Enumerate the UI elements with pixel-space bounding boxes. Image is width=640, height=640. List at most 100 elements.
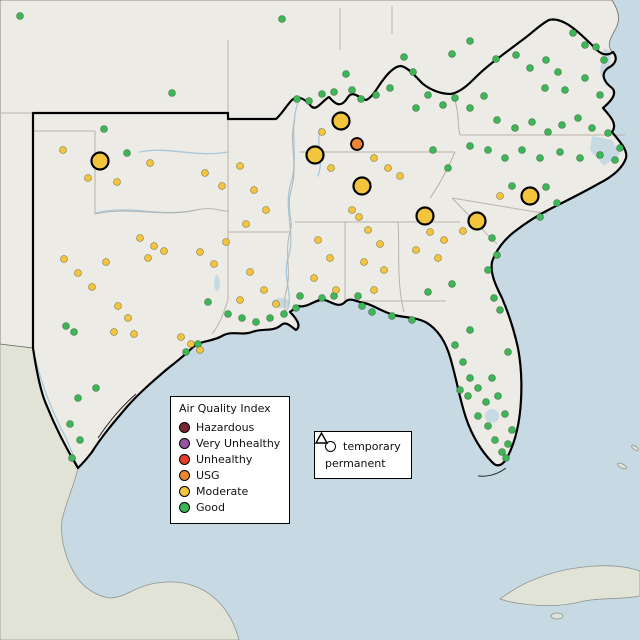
marker-type-row-temporary: temporary [325,438,401,455]
station-marker-good [553,199,561,207]
station-marker-moderate [364,226,372,234]
station-marker-good [492,55,500,63]
station-marker-moderate [305,145,325,165]
aqi-legend-item-good: Good [179,499,280,515]
station-marker-good [464,392,472,400]
rio-grande-river [32,347,79,469]
station-marker-good [252,318,260,326]
station-marker-good [484,266,492,274]
station-marker-moderate [262,206,270,214]
station-marker-moderate [348,206,356,214]
aqi-category-label: Very Unhealthy [196,436,281,450]
station-marker-good [238,314,246,322]
permanent-label: permanent [325,457,386,470]
station-marker-moderate [467,211,487,231]
station-marker-good [68,454,76,462]
station-marker-good [412,104,420,112]
station-marker-usg [350,137,364,151]
station-marker-moderate [272,300,280,308]
station-marker-moderate [310,274,318,282]
station-marker-moderate [160,247,168,255]
station-marker-moderate [376,240,384,248]
station-marker-moderate [210,260,218,268]
station-marker-good [459,358,467,366]
station-marker-good [542,183,550,191]
station-marker-good [466,374,474,382]
bahamas-island [617,462,627,470]
station-marker-moderate [150,242,158,250]
station-marker-good [536,213,544,221]
temporary-label: temporary [343,440,401,453]
aqi-swatch-icon [179,453,190,465]
station-marker-good [357,95,365,103]
station-marker-moderate [130,330,138,338]
station-marker-good [66,420,74,428]
station-marker-moderate [144,254,152,262]
station-marker-good [342,70,350,78]
station-marker-good [448,280,456,288]
station-marker-moderate [412,246,420,254]
station-marker-good [76,436,84,444]
station-marker-good [330,88,338,96]
station-marker-good [596,91,604,99]
station-marker-good [488,374,496,382]
station-marker-good [511,124,519,132]
station-marker-moderate [124,314,132,322]
station-marker-good [424,91,432,99]
station-marker-good [466,142,474,150]
station-marker-good [491,436,499,444]
station-marker-moderate [136,234,144,242]
florida-keys [477,467,507,477]
station-marker-moderate [110,328,118,336]
station-marker-moderate [201,169,209,177]
station-marker-good [518,146,526,154]
station-marker-moderate [384,164,392,172]
station-marker-moderate [90,151,110,171]
station-marker-good [504,348,512,356]
isle-of-youth [550,612,564,620]
station-marker-good [558,121,566,129]
toledo-bend-reservoir [214,275,220,291]
aqi-swatch-icon [179,421,190,433]
stations-layer [16,12,624,462]
station-marker-good [182,348,190,356]
aqi-swatch-icon [179,485,190,497]
station-marker-good [474,384,482,392]
station-marker-good [386,84,394,92]
station-marker-good [92,384,100,392]
station-marker-good [100,125,108,133]
station-marker-moderate [331,111,351,131]
station-marker-good [541,84,549,92]
state-borders [0,6,625,335]
station-marker-good [456,386,464,394]
station-marker-moderate [434,254,442,262]
aqi-swatch-icon [179,469,190,481]
station-marker-good [408,316,416,324]
aqi-swatch-icon [179,501,190,513]
station-marker-good [502,454,510,462]
station-marker-good [561,86,569,94]
marker-type-legend: temporary permanent [314,431,412,479]
station-marker-good [542,56,550,64]
station-marker-good [266,314,274,322]
station-marker-moderate [370,286,378,294]
station-marker-moderate [196,248,204,256]
station-marker-moderate [218,182,226,190]
aqi-legend-item-very-unhealthy: Very Unhealthy [179,435,280,451]
station-marker-good [581,41,589,49]
station-marker-good [581,74,589,82]
station-marker-good [544,128,552,136]
station-marker-moderate [236,162,244,170]
station-marker-good [292,304,300,312]
station-marker-good [501,154,509,162]
station-marker-good [501,410,509,418]
station-marker-good [451,341,459,349]
station-marker-good [16,12,24,20]
temporary-circle-icon [325,441,336,452]
station-marker-moderate [60,255,68,263]
station-marker-moderate [318,128,326,136]
station-marker-moderate [74,269,82,277]
station-marker-good [528,118,536,126]
station-marker-good [466,326,474,334]
